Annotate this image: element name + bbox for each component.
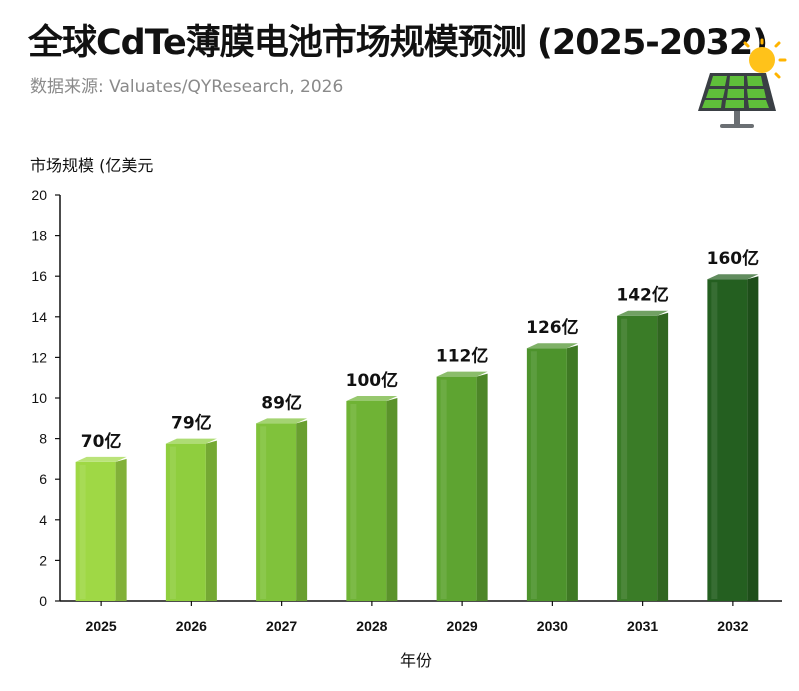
x-axis-label: 年份 [400,651,432,670]
bar-top-2025 [75,456,127,462]
bar-group-2029: 112亿 [436,346,489,601]
bar-top-2032 [707,274,759,280]
bar-group-2028: 100亿 [346,370,399,601]
bar-top-2027 [256,418,308,424]
bar-side-2027 [296,420,308,601]
bar-side-2025 [115,458,127,601]
y-axis-label: 市场规模 (亿美元 [30,156,153,175]
y-tick-label: 4 [39,512,47,528]
y-tick-label: 12 [31,349,47,365]
solar-panel-icon [698,38,787,128]
y-tick-label: 20 [31,187,47,203]
bar-side-2032 [747,276,759,601]
y-tick-label: 10 [31,390,47,406]
x-tick-label-2026: 2026 [176,618,207,634]
data-label-2029: 112亿 [436,346,489,367]
x-tick-label-2027: 2027 [266,618,297,634]
bar-side-2028 [386,398,398,601]
bar-highlight-2027 [260,426,267,599]
data-label-2025: 70亿 [81,431,122,452]
bar-top-2030 [526,343,578,349]
x-tick-label-2029: 2029 [447,618,478,634]
bar-group-2025: 70亿 [75,431,127,601]
data-label-2026: 79亿 [171,413,212,434]
bar-group-2026: 79亿 [165,413,217,601]
y-tick-label: 18 [31,228,47,244]
bar-side-2029 [476,373,488,601]
bar-highlight-2031 [621,318,628,599]
bar-top-2031 [617,310,669,316]
data-label-2030: 126亿 [526,317,579,338]
chart-title: 全球CdTe薄膜电池市场规模预测 (2025-2032) [28,23,768,63]
x-tick-label-2030: 2030 [537,618,568,634]
bar-top-2029 [436,371,488,377]
y-tick-label: 8 [39,431,47,447]
x-tick-label-2025: 2025 [86,618,117,634]
x-tick-label-2028: 2028 [356,618,387,634]
data-label-2028: 100亿 [346,370,399,391]
data-label-2027: 89亿 [261,392,302,413]
bar-highlight-2030 [530,351,537,599]
bar-highlight-2025 [79,464,86,599]
bar-highlight-2026 [169,446,176,599]
bar-group-2027: 89亿 [256,392,308,601]
x-tick-label-2032: 2032 [717,618,748,634]
data-label-2031: 142亿 [616,285,669,306]
bar-top-2028 [346,396,398,401]
bar-highlight-2029 [440,379,447,599]
bar-top-2026 [165,438,217,444]
bar-group-2030: 126亿 [526,317,579,601]
y-tick-label: 14 [31,309,47,325]
bar-highlight-2028 [350,404,357,599]
bar-group-2031: 142亿 [616,285,669,601]
bar-side-2030 [566,345,578,601]
y-tick-label: 2 [39,552,47,568]
y-tick-label: 16 [31,268,47,284]
bar-side-2026 [205,440,217,601]
data-label-2032: 160亿 [707,248,760,269]
bar-highlight-2032 [711,282,718,599]
y-tick-label: 6 [39,471,47,487]
bar-group-2032: 160亿 [707,248,760,601]
x-tick-label-2031: 2031 [627,618,658,634]
chart-source: 数据来源: Valuates/QYResearch, 2026 [30,77,344,97]
bar-side-2031 [657,312,669,601]
y-tick-label: 0 [39,593,47,609]
